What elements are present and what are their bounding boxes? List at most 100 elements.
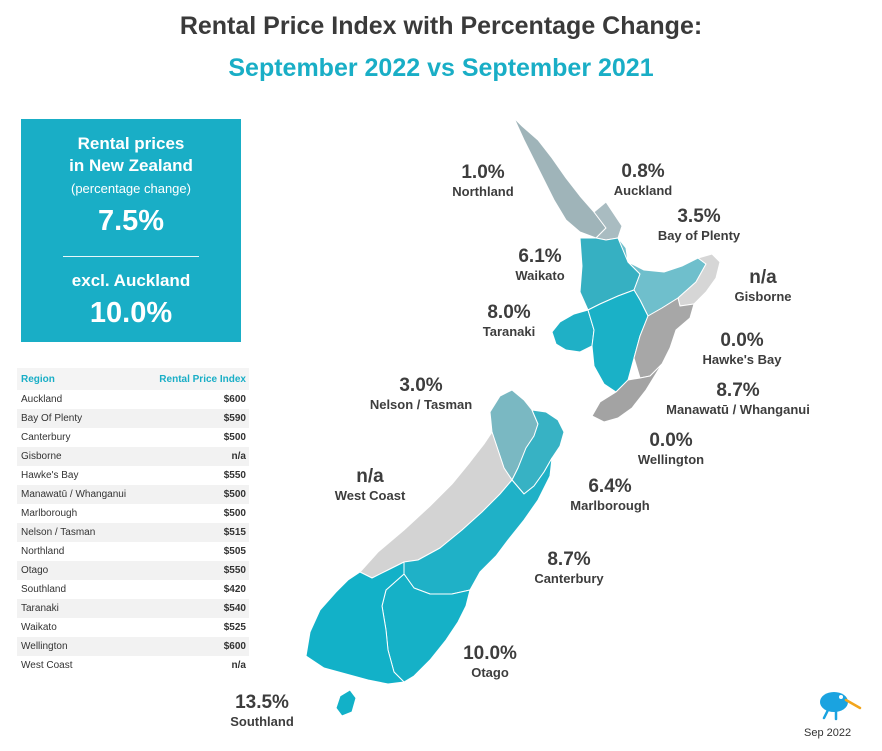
table-row: Northland $505 — [17, 542, 249, 561]
label-manawatu-value: 8.7% — [716, 380, 760, 401]
table-cell-region: Auckland — [21, 394, 63, 405]
table-row: Waikato $525 — [17, 618, 249, 637]
table-cell-index: $500 — [223, 508, 246, 519]
label-otago-name: Otago — [471, 665, 509, 680]
table-cell-region: Manawatū / Whanganui — [21, 489, 127, 500]
label-canterbury: 8.7% Canterbury — [526, 549, 612, 586]
label-southland: 13.5% Southland — [222, 692, 302, 729]
table-cell-index: $540 — [223, 603, 246, 614]
footer-date: Sep 2022 — [804, 727, 852, 739]
label-taranaki: 8.0% Taranaki — [476, 302, 542, 339]
label-northland: 1.0% Northland — [447, 162, 519, 199]
label-manawatu-name: Manawatū / Whanganui — [666, 402, 810, 417]
label-manawatu: 8.7% Manawatū / Whanganui — [654, 380, 822, 417]
label-waikato: 6.1% Waikato — [508, 246, 572, 283]
region-taranaki — [551, 309, 595, 353]
chart-title: Rental Price Index with Percentage Chang… — [179, 12, 703, 40]
region-southland — [305, 561, 405, 685]
label-southland-value: 13.5% — [235, 692, 289, 713]
table-cell-region: Hawke's Bay — [21, 470, 79, 481]
table-cell-region: Northland — [21, 546, 65, 557]
summary-value: 7.5% — [97, 205, 165, 237]
table-row: Hawke's Bay $550 — [17, 466, 249, 485]
label-northland-name: Northland — [452, 184, 514, 199]
kiwi-logo-icon — [820, 692, 862, 721]
label-gisborne: n/a Gisborne — [732, 267, 794, 304]
table-cell-index: $550 — [223, 565, 246, 576]
label-hawkes-bay: 0.0% Hawke's Bay — [697, 330, 787, 367]
table-cell-region: Otago — [21, 565, 49, 576]
table-cell-index: $550 — [223, 470, 246, 481]
table-row: Nelson / Tasman $515 — [17, 523, 249, 542]
label-nelson-tasman-value: 3.0% — [399, 375, 443, 396]
table-header-index: Rental Price Index — [159, 373, 246, 385]
rent-table: Region Rental Price Index Auckland $600 Ba… — [17, 368, 249, 675]
table-cell-region: Canterbury — [21, 432, 71, 443]
table-cell-region: Nelson / Tasman — [21, 527, 96, 538]
label-west-coast: n/a West Coast — [329, 466, 411, 503]
label-bay-of-plenty-name: Bay of Plenty — [657, 228, 741, 243]
label-waikato-name: Waikato — [515, 268, 565, 283]
table-cell-region: Marlborough — [21, 508, 78, 519]
label-hawkes-bay-name: Hawke's Bay — [702, 352, 782, 367]
region-southland-island — [335, 689, 357, 717]
table-cell-index: $525 — [223, 622, 246, 633]
label-wellington: 0.0% Wellington — [630, 430, 712, 467]
label-marlborough-value: 6.4% — [588, 476, 632, 497]
region-wellington — [591, 363, 663, 423]
table-row: Auckland $600 — [17, 390, 249, 409]
table-row: Canterbury $500 — [17, 428, 249, 447]
table-cell-index: $600 — [223, 641, 246, 652]
summary-divider — [63, 256, 199, 257]
label-taranaki-name: Taranaki — [482, 324, 536, 339]
table-cell-region: Southland — [21, 584, 67, 595]
table-cell-index: $420 — [223, 584, 246, 595]
label-otago: 10.0% Otago — [452, 643, 528, 680]
label-bay-of-plenty-value: 3.5% — [677, 206, 721, 227]
table-row: Gisborne n/a — [17, 447, 249, 466]
table-cell-index: n/a — [231, 660, 246, 671]
label-taranaki-value: 8.0% — [487, 302, 531, 323]
table-cell-region: Gisborne — [21, 451, 62, 462]
label-west-coast-name: West Coast — [334, 488, 406, 503]
table-row: West Coast n/a — [17, 656, 249, 675]
label-wellington-value: 0.0% — [649, 430, 693, 451]
label-wellington-name: Wellington — [637, 452, 705, 467]
table-cell-index: n/a — [231, 451, 246, 462]
summary-label: Rental prices in New Zealand — [69, 134, 193, 175]
table-row: Manawatū / Whanganui $500 — [17, 485, 249, 504]
table-row: Otago $550 — [17, 561, 249, 580]
label-marlborough-name: Marlborough — [570, 498, 650, 513]
table-body: Auckland $600 Bay Of Plenty $590 Canterbury $… — [17, 390, 249, 675]
table-row: Marlborough $500 — [17, 504, 249, 523]
label-northland-value: 1.0% — [461, 162, 505, 183]
table-cell-index: $600 — [223, 394, 246, 405]
table-cell-index: $590 — [223, 413, 246, 424]
label-auckland: 0.8% Auckland — [609, 161, 677, 198]
table-cell-region: Taranaki — [21, 603, 59, 614]
table-cell-region: Bay Of Plenty — [21, 413, 83, 424]
table-cell-region: Waikato — [21, 622, 57, 633]
label-nelson-tasman: 3.0% Nelson / Tasman — [363, 375, 479, 412]
label-hawkes-bay-value: 0.0% — [720, 330, 764, 351]
table-header: Region Rental Price Index — [17, 368, 249, 390]
label-waikato-value: 6.1% — [518, 246, 562, 267]
label-southland-name: Southland — [230, 714, 294, 729]
table-row: Wellington $600 — [17, 637, 249, 656]
table-cell-index: $515 — [223, 527, 246, 538]
label-bay-of-plenty: 3.5% Bay of Plenty — [652, 206, 746, 243]
table-cell-region: West Coast — [21, 660, 73, 671]
table-cell-index: $500 — [223, 489, 246, 500]
label-canterbury-name: Canterbury — [534, 571, 604, 586]
region-hawkes-bay — [633, 297, 695, 379]
table-row: Southland $420 — [17, 580, 249, 599]
summary-excl-value: 10.0% — [89, 297, 173, 329]
summary-sublabel: (percentage change) — [71, 181, 191, 196]
summary-box: Rental prices in New Zealand (percentage… — [21, 119, 241, 342]
table-header-region: Region — [21, 373, 55, 385]
label-nelson-tasman-name: Nelson / Tasman — [369, 397, 473, 412]
summary-excl-label: excl. Auckland — [71, 271, 191, 290]
table-cell-index: $500 — [223, 432, 246, 443]
chart-subtitle: September 2022 vs September 2021 — [228, 54, 654, 82]
